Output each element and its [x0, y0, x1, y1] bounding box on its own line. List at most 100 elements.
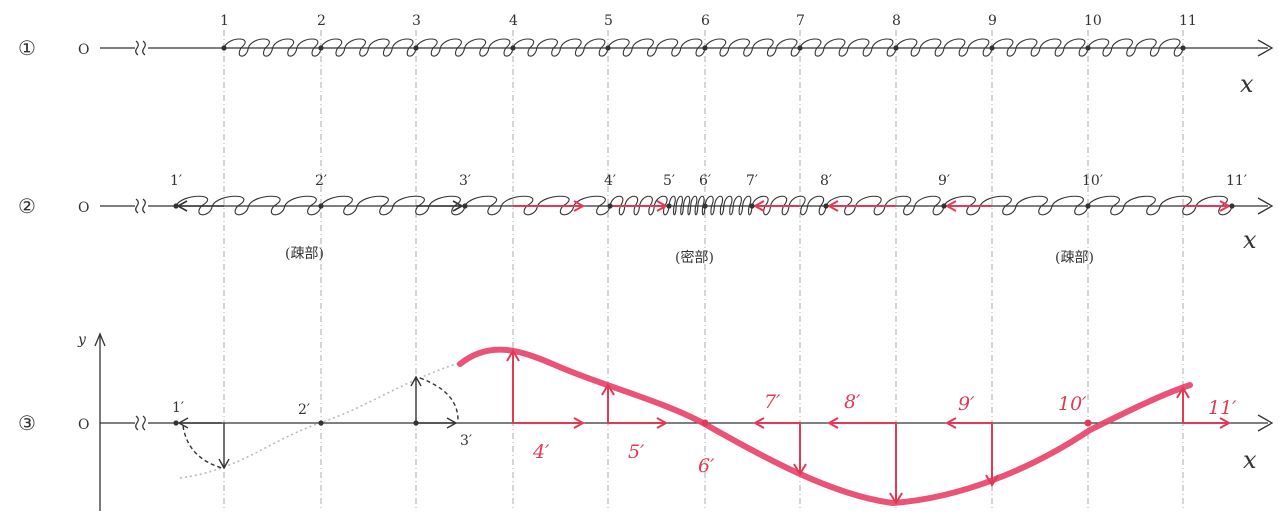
row3-red-arrows	[506, 349, 1232, 505]
row2-point	[1229, 203, 1235, 209]
row1-x-label: x	[1240, 70, 1254, 98]
arrow-head	[889, 492, 903, 505]
row3-point	[173, 420, 179, 426]
arrow-head	[985, 474, 999, 487]
red-sine-wave	[457, 346, 1193, 507]
row1-point-label: 6	[701, 13, 710, 29]
row3-red-point-label: 8′	[844, 391, 861, 413]
row1-point	[797, 45, 803, 51]
row1-point-label: 11	[1179, 13, 1197, 29]
rarefaction-label-2: (疎部)	[1055, 250, 1094, 266]
row3-red-point	[1084, 419, 1092, 427]
spring-coil	[1087, 195, 1233, 216]
row2-point	[941, 203, 947, 209]
arrow-head	[1219, 200, 1232, 212]
spring-coil	[320, 195, 466, 216]
row1-point	[605, 45, 611, 51]
row1-point	[1180, 45, 1186, 51]
row2-point-label: 6′	[699, 173, 711, 189]
arrow-head	[793, 463, 807, 476]
row1-point-label: 9	[988, 13, 997, 29]
row2-point	[1085, 203, 1091, 209]
row2-point-label: 8′	[820, 173, 832, 189]
row1-point-label: 4	[509, 13, 518, 29]
row2-displacement-arrows	[176, 200, 1232, 212]
row2-point	[173, 203, 179, 209]
row3-red-point-label: 10′	[1058, 393, 1087, 415]
row3-points: 1′ 2′ 3′ 4′ 5′ 6′ 7′ 8′ 9′ 10′ 11′	[172, 391, 1237, 477]
row1-points: 1 2 3 4 5 6 7 8 9 10 11	[220, 13, 1197, 51]
arrow-head	[752, 200, 765, 212]
row3-axes	[94, 332, 1274, 511]
row3-origin: O	[78, 417, 89, 433]
row1-point	[221, 45, 227, 51]
row2-point	[318, 203, 324, 209]
arrow-head	[752, 417, 765, 429]
row3-red-point-label: 7′	[764, 391, 781, 413]
row1-point-label: 1	[220, 13, 229, 29]
arrow-head	[1219, 417, 1232, 429]
spring-coil	[607, 38, 706, 57]
arrow-head	[656, 200, 669, 212]
spring-coil	[895, 38, 993, 57]
row3-red-point	[701, 419, 709, 427]
row1-spring	[223, 38, 1184, 57]
rarefaction-label-1: (疎部)	[285, 246, 324, 262]
row1-point	[702, 45, 708, 51]
row3-red-point-label: 9′	[958, 393, 975, 415]
row2-point	[666, 203, 672, 209]
spring-coil	[415, 38, 514, 57]
arrow-head	[601, 383, 615, 396]
row3-label: ③	[18, 411, 36, 435]
row2-point-label: 5′	[663, 173, 675, 189]
row1-point	[318, 45, 324, 51]
row1-label: ①	[18, 36, 36, 60]
row2-point-label: 1′	[170, 173, 182, 189]
row2-label: ②	[18, 194, 36, 218]
row1-point	[893, 45, 899, 51]
row1-origin: O	[78, 42, 89, 58]
arrow-head	[826, 417, 839, 429]
spring-coil	[704, 195, 753, 216]
spring-coil	[799, 38, 897, 57]
spring-coil	[1087, 38, 1184, 57]
spring-coil	[512, 38, 609, 57]
row3-y-label: y	[77, 332, 87, 348]
row2-point	[749, 203, 755, 209]
row2-point-label: 3′	[459, 173, 471, 189]
row1-point-label: 10	[1084, 13, 1102, 29]
row3-point-label: 1′	[172, 400, 184, 416]
spring-coil	[320, 38, 417, 57]
row1-point	[510, 45, 516, 51]
row1-point-label: 8	[892, 13, 901, 29]
row2-point	[462, 203, 468, 209]
row2-x-label: x	[1243, 226, 1257, 254]
row2-point	[607, 203, 613, 209]
grid-lines	[223, 30, 1184, 511]
row2-point	[702, 203, 708, 209]
row3-point-label: 2′	[298, 402, 310, 418]
row2-axis	[100, 197, 1274, 215]
arrow-head	[506, 349, 520, 362]
row2-point-label: 2′	[315, 173, 327, 189]
row3-black-arrows	[177, 375, 459, 470]
compression-label: (密部)	[675, 249, 714, 266]
spring-coil	[991, 38, 1089, 57]
spring-coil	[668, 195, 706, 216]
arrow-head	[826, 200, 839, 212]
row2-points: 1′ 2′ 3′ 4′ 5′ 6′ 7′ 8′ 9′ 10′ 11′	[170, 173, 1247, 209]
spring-coil	[223, 38, 322, 57]
row3-red-point-label: 11′	[1208, 397, 1237, 419]
row1-point-label: 5	[604, 13, 613, 29]
row1-point	[1085, 45, 1091, 51]
arrow-head	[573, 200, 586, 212]
row3-point-label: 3′	[460, 433, 472, 449]
arrow-head	[1176, 386, 1190, 399]
arrow-head	[944, 417, 957, 429]
row2-point-label: 4′	[604, 173, 616, 189]
row2-point	[823, 203, 829, 209]
row1-point-label: 3	[412, 13, 421, 29]
arrow-head	[573, 417, 586, 429]
